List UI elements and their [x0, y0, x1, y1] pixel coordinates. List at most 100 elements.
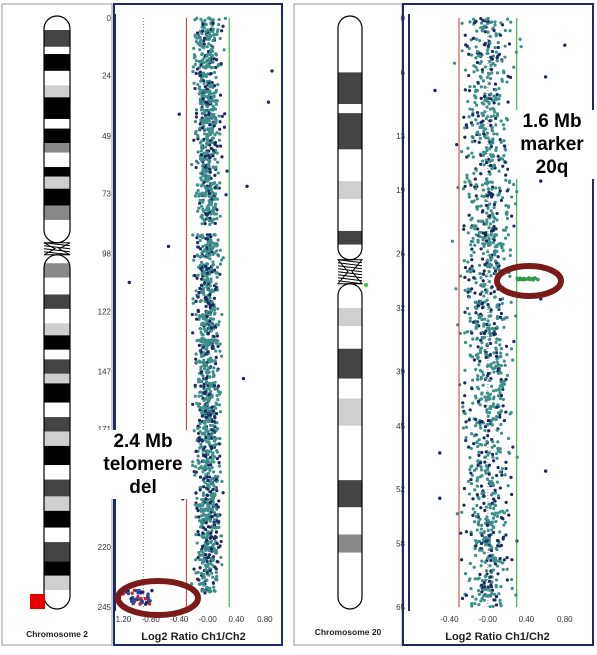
data-point	[215, 421, 219, 425]
data-point	[206, 478, 210, 483]
outlier-point	[433, 88, 437, 93]
data-point	[212, 537, 216, 541]
data-point	[215, 151, 219, 155]
data-point	[214, 567, 218, 571]
data-point	[468, 456, 472, 460]
data-point	[489, 308, 493, 312]
data-point	[220, 563, 224, 567]
data-point	[205, 33, 209, 37]
data-point	[499, 241, 503, 246]
data-point	[480, 523, 484, 527]
data-point	[484, 450, 488, 454]
data-point	[200, 164, 205, 168]
y-tick-label: 73	[102, 189, 111, 198]
data-point	[460, 596, 465, 601]
outlier-point	[543, 469, 548, 473]
data-point	[483, 335, 487, 339]
data-point	[504, 178, 508, 182]
data-point	[203, 517, 207, 521]
data-point	[217, 17, 221, 22]
data-point	[204, 467, 209, 471]
data-point	[202, 337, 206, 341]
data-point	[483, 98, 487, 102]
data-point	[192, 138, 196, 142]
data-point	[470, 200, 475, 204]
data-point	[486, 467, 490, 472]
data-point	[214, 90, 218, 94]
chromosome-label: Chromosome 2	[26, 629, 88, 639]
data-point	[206, 154, 211, 158]
data-point	[494, 148, 498, 153]
data-point	[484, 136, 488, 140]
data-point	[487, 593, 491, 598]
data-point	[192, 81, 196, 85]
data-point	[488, 253, 492, 258]
data-point	[474, 118, 478, 122]
data-point	[212, 372, 216, 376]
data-point	[198, 48, 202, 52]
data-point	[203, 391, 207, 396]
data-point	[209, 235, 213, 239]
data-point	[479, 599, 483, 603]
data-point	[493, 491, 498, 495]
data-point	[484, 145, 489, 150]
data-point	[487, 82, 492, 86]
data-point	[492, 101, 496, 105]
data-point	[475, 306, 479, 311]
data-point	[200, 126, 204, 130]
data-point	[489, 114, 493, 119]
ideogram-band	[44, 308, 70, 324]
data-point	[213, 243, 217, 247]
data-point	[487, 472, 491, 476]
data-point	[480, 559, 484, 563]
y-tick-label: 220	[98, 543, 112, 552]
data-point	[499, 311, 504, 316]
ideogram-band	[338, 307, 362, 327]
data-point	[194, 40, 198, 44]
data-point	[469, 239, 473, 244]
data-point	[482, 587, 486, 592]
data-point	[469, 530, 473, 534]
data-point	[213, 523, 217, 527]
data-point	[499, 140, 503, 144]
data-point	[463, 68, 468, 72]
data-point	[201, 167, 205, 171]
data-point	[507, 450, 511, 454]
data-point	[463, 368, 467, 372]
data-point	[495, 456, 499, 460]
data-point	[190, 582, 194, 586]
data-point	[202, 583, 206, 587]
data-point	[204, 455, 208, 459]
data-point	[200, 523, 204, 527]
data-point	[510, 195, 514, 199]
data-point	[208, 590, 212, 594]
data-point	[494, 354, 499, 358]
data-point	[218, 470, 222, 474]
data-point	[202, 398, 206, 403]
data-point	[201, 119, 206, 124]
data-point	[219, 534, 223, 538]
data-point	[505, 567, 509, 571]
data-point	[505, 189, 509, 193]
data-point	[469, 226, 473, 230]
data-point	[495, 514, 499, 518]
data-point	[206, 383, 210, 388]
data-point	[194, 515, 198, 519]
data-point	[471, 113, 475, 117]
data-point	[483, 395, 487, 399]
data-point	[195, 541, 199, 545]
data-point	[493, 110, 497, 114]
chromosome-2-plot: 024497398122147171196220245-1.20-0.80-0.…	[1, 3, 283, 646]
data-point	[498, 138, 502, 142]
data-point	[499, 543, 503, 548]
data-point	[216, 513, 220, 517]
data-point	[500, 157, 505, 161]
data-point	[491, 54, 495, 58]
data-point	[478, 572, 482, 577]
data-point	[491, 61, 495, 66]
gain-marker-dot	[364, 283, 368, 287]
data-point	[503, 147, 507, 151]
data-point	[216, 82, 220, 87]
data-point	[217, 436, 221, 441]
data-point	[473, 243, 477, 247]
